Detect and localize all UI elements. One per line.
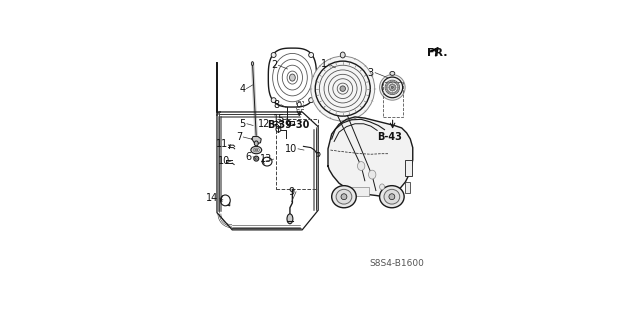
Text: 8: 8 xyxy=(273,100,280,110)
Bar xyxy=(405,182,410,193)
Ellipse shape xyxy=(311,56,374,121)
Bar xyxy=(276,119,318,189)
Ellipse shape xyxy=(396,90,397,92)
Text: 12: 12 xyxy=(258,119,270,129)
Ellipse shape xyxy=(390,71,395,75)
Ellipse shape xyxy=(392,90,393,91)
Ellipse shape xyxy=(395,91,396,93)
Ellipse shape xyxy=(384,189,400,204)
Ellipse shape xyxy=(271,98,276,103)
Ellipse shape xyxy=(390,89,392,91)
Text: 9: 9 xyxy=(289,187,295,197)
Ellipse shape xyxy=(392,84,393,85)
Text: FR.: FR. xyxy=(427,48,447,58)
Ellipse shape xyxy=(358,162,365,170)
Bar xyxy=(296,101,303,108)
Ellipse shape xyxy=(251,146,262,154)
Text: 5: 5 xyxy=(239,119,246,129)
Ellipse shape xyxy=(308,53,314,57)
Ellipse shape xyxy=(308,98,314,103)
Ellipse shape xyxy=(340,86,346,91)
Text: 3: 3 xyxy=(368,68,374,78)
Ellipse shape xyxy=(394,85,396,86)
Ellipse shape xyxy=(393,89,395,91)
Ellipse shape xyxy=(332,186,356,208)
Ellipse shape xyxy=(341,194,347,200)
Text: 15: 15 xyxy=(273,114,285,123)
Text: 4: 4 xyxy=(239,84,245,94)
Ellipse shape xyxy=(390,81,391,83)
Ellipse shape xyxy=(380,75,405,100)
Bar xyxy=(350,187,369,196)
Text: 1: 1 xyxy=(321,59,328,69)
Ellipse shape xyxy=(336,189,352,204)
Ellipse shape xyxy=(388,82,390,84)
Polygon shape xyxy=(252,137,261,144)
Ellipse shape xyxy=(340,52,345,58)
Text: 14: 14 xyxy=(206,193,218,204)
Ellipse shape xyxy=(387,83,388,85)
Text: 10: 10 xyxy=(218,156,230,166)
Text: B-43: B-43 xyxy=(377,131,402,142)
Ellipse shape xyxy=(394,81,395,83)
Ellipse shape xyxy=(387,90,388,92)
Ellipse shape xyxy=(252,62,253,65)
Text: 6: 6 xyxy=(246,152,252,162)
Ellipse shape xyxy=(397,88,399,90)
Ellipse shape xyxy=(397,87,399,88)
Text: 7: 7 xyxy=(236,132,242,142)
Ellipse shape xyxy=(391,86,394,89)
Text: B-39-30: B-39-30 xyxy=(268,120,310,130)
Ellipse shape xyxy=(392,81,393,83)
Ellipse shape xyxy=(386,87,387,88)
Ellipse shape xyxy=(389,85,390,86)
Text: 10: 10 xyxy=(285,144,297,154)
Ellipse shape xyxy=(386,85,388,86)
Ellipse shape xyxy=(388,87,390,88)
Ellipse shape xyxy=(396,83,397,85)
Text: S8S4-B1600: S8S4-B1600 xyxy=(369,259,424,268)
Text: 13: 13 xyxy=(260,154,272,164)
Ellipse shape xyxy=(395,82,396,84)
Ellipse shape xyxy=(380,184,385,190)
Ellipse shape xyxy=(380,186,404,208)
Ellipse shape xyxy=(255,149,258,151)
Ellipse shape xyxy=(395,87,396,88)
Bar xyxy=(405,160,412,176)
Polygon shape xyxy=(328,117,413,197)
Bar xyxy=(383,83,403,117)
Ellipse shape xyxy=(390,92,391,93)
Ellipse shape xyxy=(287,214,293,224)
Ellipse shape xyxy=(254,156,259,161)
Ellipse shape xyxy=(255,157,257,160)
Ellipse shape xyxy=(394,92,395,93)
Ellipse shape xyxy=(389,88,390,90)
Ellipse shape xyxy=(369,170,376,179)
Ellipse shape xyxy=(394,88,396,90)
Text: 11: 11 xyxy=(216,139,228,149)
Ellipse shape xyxy=(392,92,393,94)
Ellipse shape xyxy=(388,91,390,93)
Ellipse shape xyxy=(390,84,392,85)
Ellipse shape xyxy=(389,194,395,200)
Ellipse shape xyxy=(271,53,276,57)
Ellipse shape xyxy=(397,85,399,86)
Ellipse shape xyxy=(393,84,395,85)
Ellipse shape xyxy=(289,74,295,81)
Text: 2: 2 xyxy=(271,60,277,70)
Bar xyxy=(287,121,294,125)
Ellipse shape xyxy=(386,88,388,90)
Ellipse shape xyxy=(254,141,259,146)
